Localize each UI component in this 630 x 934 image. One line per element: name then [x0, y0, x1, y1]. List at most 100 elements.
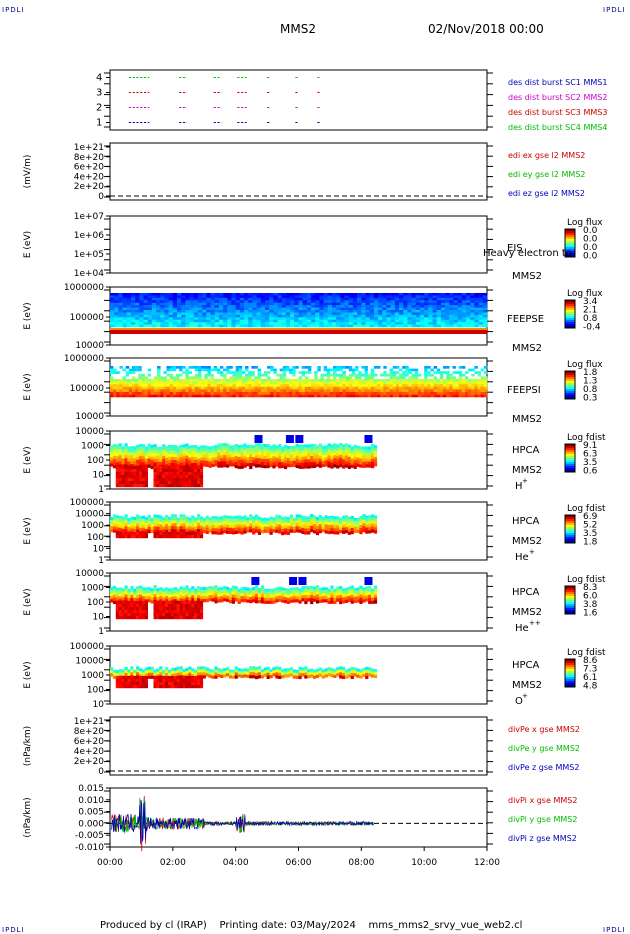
heatmap-cell: [364, 373, 368, 377]
heatmap-cell: [240, 444, 244, 448]
heatmap-cell: [405, 371, 409, 374]
heatmap-cell: [135, 295, 140, 299]
heatmap-cell: [223, 324, 228, 328]
heatmap-cell: [185, 461, 189, 465]
heatmap-cell: [292, 593, 296, 597]
heatmap-cell: [197, 302, 203, 306]
heatmap-cell: [292, 451, 296, 455]
heatmap-cell: [307, 519, 311, 523]
heatmap-cell: [272, 588, 276, 592]
heatmap-cell: [365, 312, 371, 316]
heatmap-cell: [130, 312, 136, 316]
heatmap-cell: [298, 523, 302, 527]
heatmap-cell: [191, 394, 196, 398]
heatmap-cell: [478, 293, 484, 296]
heatmap-cell: [260, 373, 265, 377]
heatmap-cell: [159, 599, 163, 603]
heatmap-cell: [144, 590, 148, 594]
heatmap-cell: [275, 590, 279, 594]
heatmap-cell: [147, 293, 153, 296]
heatmap-cell: [162, 450, 166, 454]
heatmap-cell: [298, 577, 307, 585]
heatmap-cell: [378, 297, 383, 301]
heatmap-cell: [453, 322, 458, 325]
heatmap-cell: [383, 379, 387, 382]
heatmap-cell: [144, 604, 148, 608]
heatmap-cell: [210, 324, 216, 328]
heatmap-cell: [369, 297, 375, 301]
heatmap-cell: [436, 302, 442, 306]
heatmap-cell: [239, 300, 245, 304]
heatmap-cell: [175, 366, 180, 369]
heatmap-cell: [228, 457, 233, 461]
heatmap-cell: [355, 392, 359, 395]
heatmap-cell: [226, 592, 230, 596]
heatmap-cell: [165, 607, 169, 611]
heatmap-cell: [177, 322, 182, 325]
heatmap-cell: [339, 381, 343, 385]
heatmap-cell: [408, 384, 412, 387]
heatmap-cell: [124, 613, 128, 617]
heatmap-cell: [110, 297, 115, 301]
heatmap-cell: [277, 300, 283, 304]
heatmap-cell: [461, 386, 466, 390]
heatmap-cell: [298, 293, 303, 296]
heatmap-cell: [139, 469, 143, 473]
heatmap-cell: [327, 302, 333, 306]
heatmap-cell: [188, 366, 192, 369]
heatmap-cell: [292, 379, 296, 382]
heatmap-cell: [272, 600, 276, 604]
charge-label: +: [522, 477, 528, 485]
heatmap-cell: [185, 443, 189, 447]
heatmap-cell: [295, 455, 299, 460]
heatmap-cell: [126, 305, 132, 308]
heatmap-cell: [144, 376, 148, 380]
heatmap-cell: [226, 598, 230, 602]
heatmap-cell: [112, 600, 117, 605]
heatmap-cell: [138, 389, 142, 393]
heatmap-cell: [234, 518, 238, 522]
heatmap-cell: [330, 462, 334, 466]
heatmap-cell: [313, 446, 317, 450]
heatmap-cell: [191, 481, 195, 485]
heatmap-cell: [399, 389, 403, 393]
heatmap-cell: [157, 386, 161, 390]
heatmap-cell: [191, 392, 196, 395]
heatmap-cell: [289, 389, 293, 393]
heatmap-cell: [141, 521, 146, 525]
heatmap-cell: [353, 599, 357, 603]
heatmap-cell: [285, 310, 291, 313]
heatmap-cell: [332, 319, 337, 323]
heatmap-cell: [466, 314, 471, 318]
heatmap-cell: [197, 532, 201, 536]
heatmap-cell: [168, 591, 172, 595]
heatmap-cell: [115, 587, 119, 591]
heatmap-cell: [298, 459, 302, 463]
heatmap-cell: [113, 368, 117, 372]
heatmap-cell: [139, 484, 143, 488]
heatmap-cell: [115, 604, 119, 608]
heatmap-cell: [342, 600, 346, 604]
heatmap-cell: [370, 371, 375, 374]
heatmap-cell: [231, 317, 236, 321]
heatmap-cell: [477, 392, 482, 395]
heatmap-cell: [194, 604, 198, 608]
colorbar-segment: [565, 527, 575, 530]
heatmap-cell: [156, 446, 160, 450]
heatmap-cell: [301, 598, 305, 602]
heatmap-cell: [286, 597, 291, 602]
heatmap-cell: [342, 594, 346, 598]
heatmap-cell: [281, 528, 285, 533]
heatmap-cell: [115, 524, 119, 528]
heatmap-cell: [446, 394, 450, 398]
heatmap-cell: [257, 384, 262, 387]
heatmap-cell: [311, 319, 316, 323]
heatmap-cell: [321, 445, 325, 450]
heatmap-cell: [281, 516, 285, 521]
heatmap-cell: [227, 324, 232, 328]
heatmap-cell: [226, 381, 230, 385]
colorbar-segment: [565, 456, 575, 459]
heatmap-cell: [411, 317, 417, 321]
heatmap-cell: [292, 368, 296, 372]
heatmap-cell: [362, 599, 366, 603]
